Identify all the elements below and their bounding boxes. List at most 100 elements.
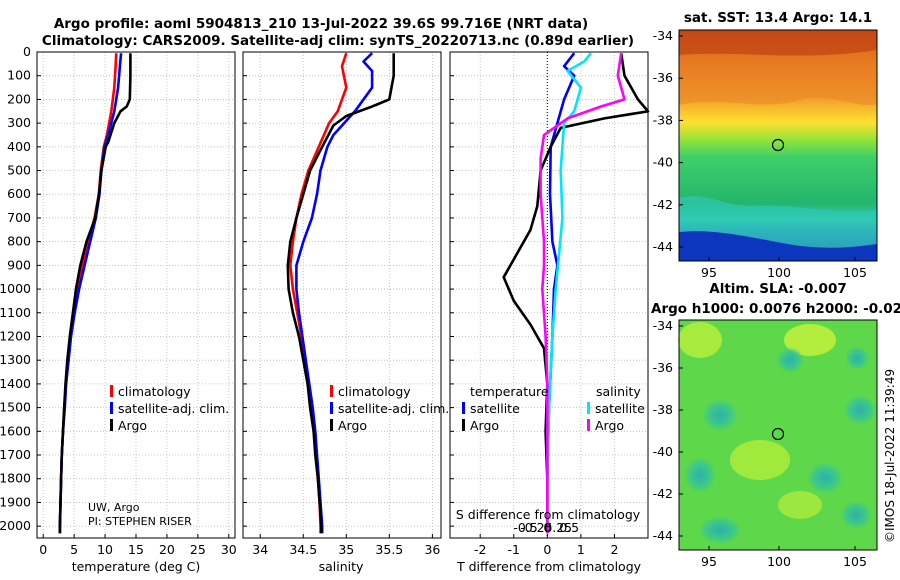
sla-map <box>678 319 878 551</box>
series-line <box>546 52 592 534</box>
x-tick-label: -1 <box>508 542 520 557</box>
y-tick-label: -42 <box>653 197 673 212</box>
y-tick-label: 300 <box>7 115 31 130</box>
title-line1: Argo profile: aoml 5904813_210 13-Jul-20… <box>54 16 588 32</box>
x-tick-label: 35 <box>338 542 354 557</box>
y-tick-label: -44 <box>653 239 673 254</box>
sla-anomaly <box>730 440 790 480</box>
sla-anomaly <box>845 346 869 370</box>
legend-label-argo: Argo <box>338 418 367 433</box>
temperature-panel: 0 5 10 15 20 25 300100200300400500600700800900… <box>0 44 237 557</box>
y-tick-label: 500 <box>7 163 31 178</box>
x-tick-label: 34.5 <box>289 542 317 557</box>
y-tick-label: 900 <box>7 257 31 272</box>
y-tick-label: 1700 <box>0 447 31 462</box>
y-tick-label: 1900 <box>0 494 31 509</box>
s-diff-axis-label: S difference from climatology <box>456 507 641 522</box>
y-tick-label: -40 <box>653 155 673 170</box>
y-tick-label: -36 <box>653 360 673 375</box>
plot-area <box>450 52 648 538</box>
salinity-panel: 34 34.5 35 35.5 36 <box>242 51 442 557</box>
legend-heading-temperature: temperature <box>470 384 549 399</box>
credits: UW, Argo PI: STEPHEN RISER <box>88 501 192 528</box>
sst-map-axes: -34 -36 -38 -40 -42 -44 95 100 105 <box>653 28 867 280</box>
x-tick-label: 1 <box>577 542 585 557</box>
legend-label-climatology: climatology <box>338 384 411 399</box>
legend-heading-salinity: salinity <box>596 384 641 399</box>
legend-label-argo: Argo <box>118 418 147 433</box>
temperature-legend: climatology satellite-adj. clim. Argo <box>110 384 229 433</box>
sla-map-axes: -34 -36 -38 -40 -42 -44 95 100 105 <box>653 318 867 569</box>
x-tick-label: 10 <box>97 542 113 557</box>
y-tick-label: 1100 <box>0 305 31 320</box>
y-tick-label: -40 <box>653 444 673 459</box>
x-tick-label: 105 <box>843 554 867 569</box>
x2-tick-label: -0.25 <box>520 520 552 535</box>
sla-map-title-line1: Altim. SLA: -0.007 <box>709 281 846 297</box>
plot-frame <box>242 51 442 539</box>
legend-swatch-t-satellite <box>462 402 465 414</box>
x-tick-label: 100 <box>767 554 791 569</box>
y-tick-label: 1300 <box>0 352 31 367</box>
y-tick-label: 1000 <box>0 281 31 296</box>
series-line <box>295 52 374 534</box>
series-line <box>286 53 395 534</box>
y-tick-label: 700 <box>7 210 31 225</box>
credit-line2: PI: STEPHEN RISER <box>88 515 192 528</box>
y-tick-label: -34 <box>653 28 673 43</box>
x-tick-label: 0 <box>39 542 47 557</box>
legend-label-climatology: climatology <box>118 384 191 399</box>
legend-swatch-s-satellite <box>587 402 590 414</box>
sst-map <box>678 29 878 262</box>
sla-anomaly <box>684 457 716 493</box>
plot-area <box>243 52 441 538</box>
sla-anomaly <box>784 324 836 356</box>
y-tick-label: 1400 <box>0 376 31 391</box>
y-tick-label: 100 <box>7 68 31 83</box>
x-tick-label: -2 <box>474 542 486 557</box>
x-tick-label: 15 <box>128 542 144 557</box>
plot-frame <box>449 51 649 539</box>
legend-swatch-satellite <box>110 402 113 414</box>
sst-cold-tongue <box>679 231 877 261</box>
y-tick-label: 2000 <box>0 518 31 533</box>
salinity-legend: climatology satellite-adj. clim. Argo <box>330 384 449 433</box>
y-tick-label: 400 <box>7 139 31 154</box>
y-tick-label: 1200 <box>0 328 31 343</box>
x-tick-label: 95 <box>701 265 717 280</box>
argo-position-marker <box>771 138 785 152</box>
legend-swatch-climatology <box>110 385 113 397</box>
y-tick-label: 200 <box>7 91 31 106</box>
y-tick-label: 600 <box>7 186 31 201</box>
sla-anomaly <box>843 395 877 425</box>
sla-anomaly <box>776 347 804 373</box>
legend-swatch-satellite <box>330 402 333 414</box>
x-tick-label: 30 <box>221 542 237 557</box>
y-tick-label: -34 <box>653 318 673 333</box>
x2-tick-label: -0.5 <box>513 520 537 535</box>
legend-swatch-argo <box>110 419 113 431</box>
salinity-axis-label: salinity <box>319 559 364 574</box>
legend-swatch-s-argo <box>587 419 590 431</box>
y-tick-label: 1800 <box>0 471 31 486</box>
x2-tick-label: 0 <box>543 520 551 535</box>
sla-anomaly <box>778 491 822 519</box>
y-tick-label: 1500 <box>0 400 31 415</box>
legend-label-t-argo: Argo <box>470 418 499 433</box>
argo-position-marker <box>771 427 785 441</box>
x-tick-label: 95 <box>701 554 717 569</box>
sla-anomaly <box>840 501 872 529</box>
difference-legend: temperature salinity satellite Argo sate… <box>462 384 645 433</box>
legend-label-t-satellite: satellite <box>470 401 520 416</box>
y-tick-label: -38 <box>653 112 673 127</box>
sst-front-north <box>679 30 877 56</box>
x-tick-label: 20 <box>159 542 175 557</box>
x-tick-label: 2 <box>610 542 618 557</box>
side-timestamp: ©IMOS 18-Jul-2022 11:39:49 <box>883 369 897 543</box>
credit-line1: UW, Argo <box>88 501 140 514</box>
temperature-axis-label: temperature (deg C) <box>72 559 201 574</box>
sst-map-frame <box>678 29 878 262</box>
legend-label-satellite: satellite-adj. clim. <box>118 401 229 416</box>
